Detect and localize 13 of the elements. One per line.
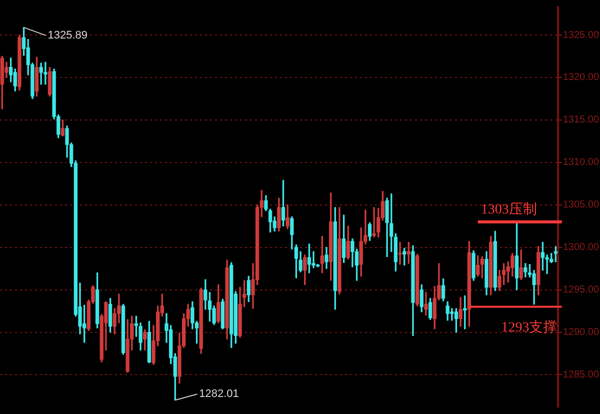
annotation: 1325.89 bbox=[48, 30, 88, 42]
y-tick-label: 1305.00 bbox=[562, 200, 600, 211]
ref-line-label: 1303压制 bbox=[480, 202, 537, 218]
ref-line-label: 1293支撑 bbox=[501, 319, 558, 336]
y-tick-label: 1315.00 bbox=[562, 114, 600, 126]
y-tick-label: 1325.00 bbox=[562, 30, 600, 41]
y-tick-label: 1290.00 bbox=[562, 327, 600, 338]
y-tick-label: 1285.00 bbox=[562, 369, 600, 380]
y-tick-label: 1320.00 bbox=[562, 72, 600, 84]
y-tick-label: 1295.00 bbox=[562, 284, 600, 296]
y-tick-label: 1310.00 bbox=[562, 157, 600, 168]
y-tick-label: 1300.00 bbox=[562, 242, 600, 254]
annotation: 1282.01 bbox=[199, 388, 239, 400]
